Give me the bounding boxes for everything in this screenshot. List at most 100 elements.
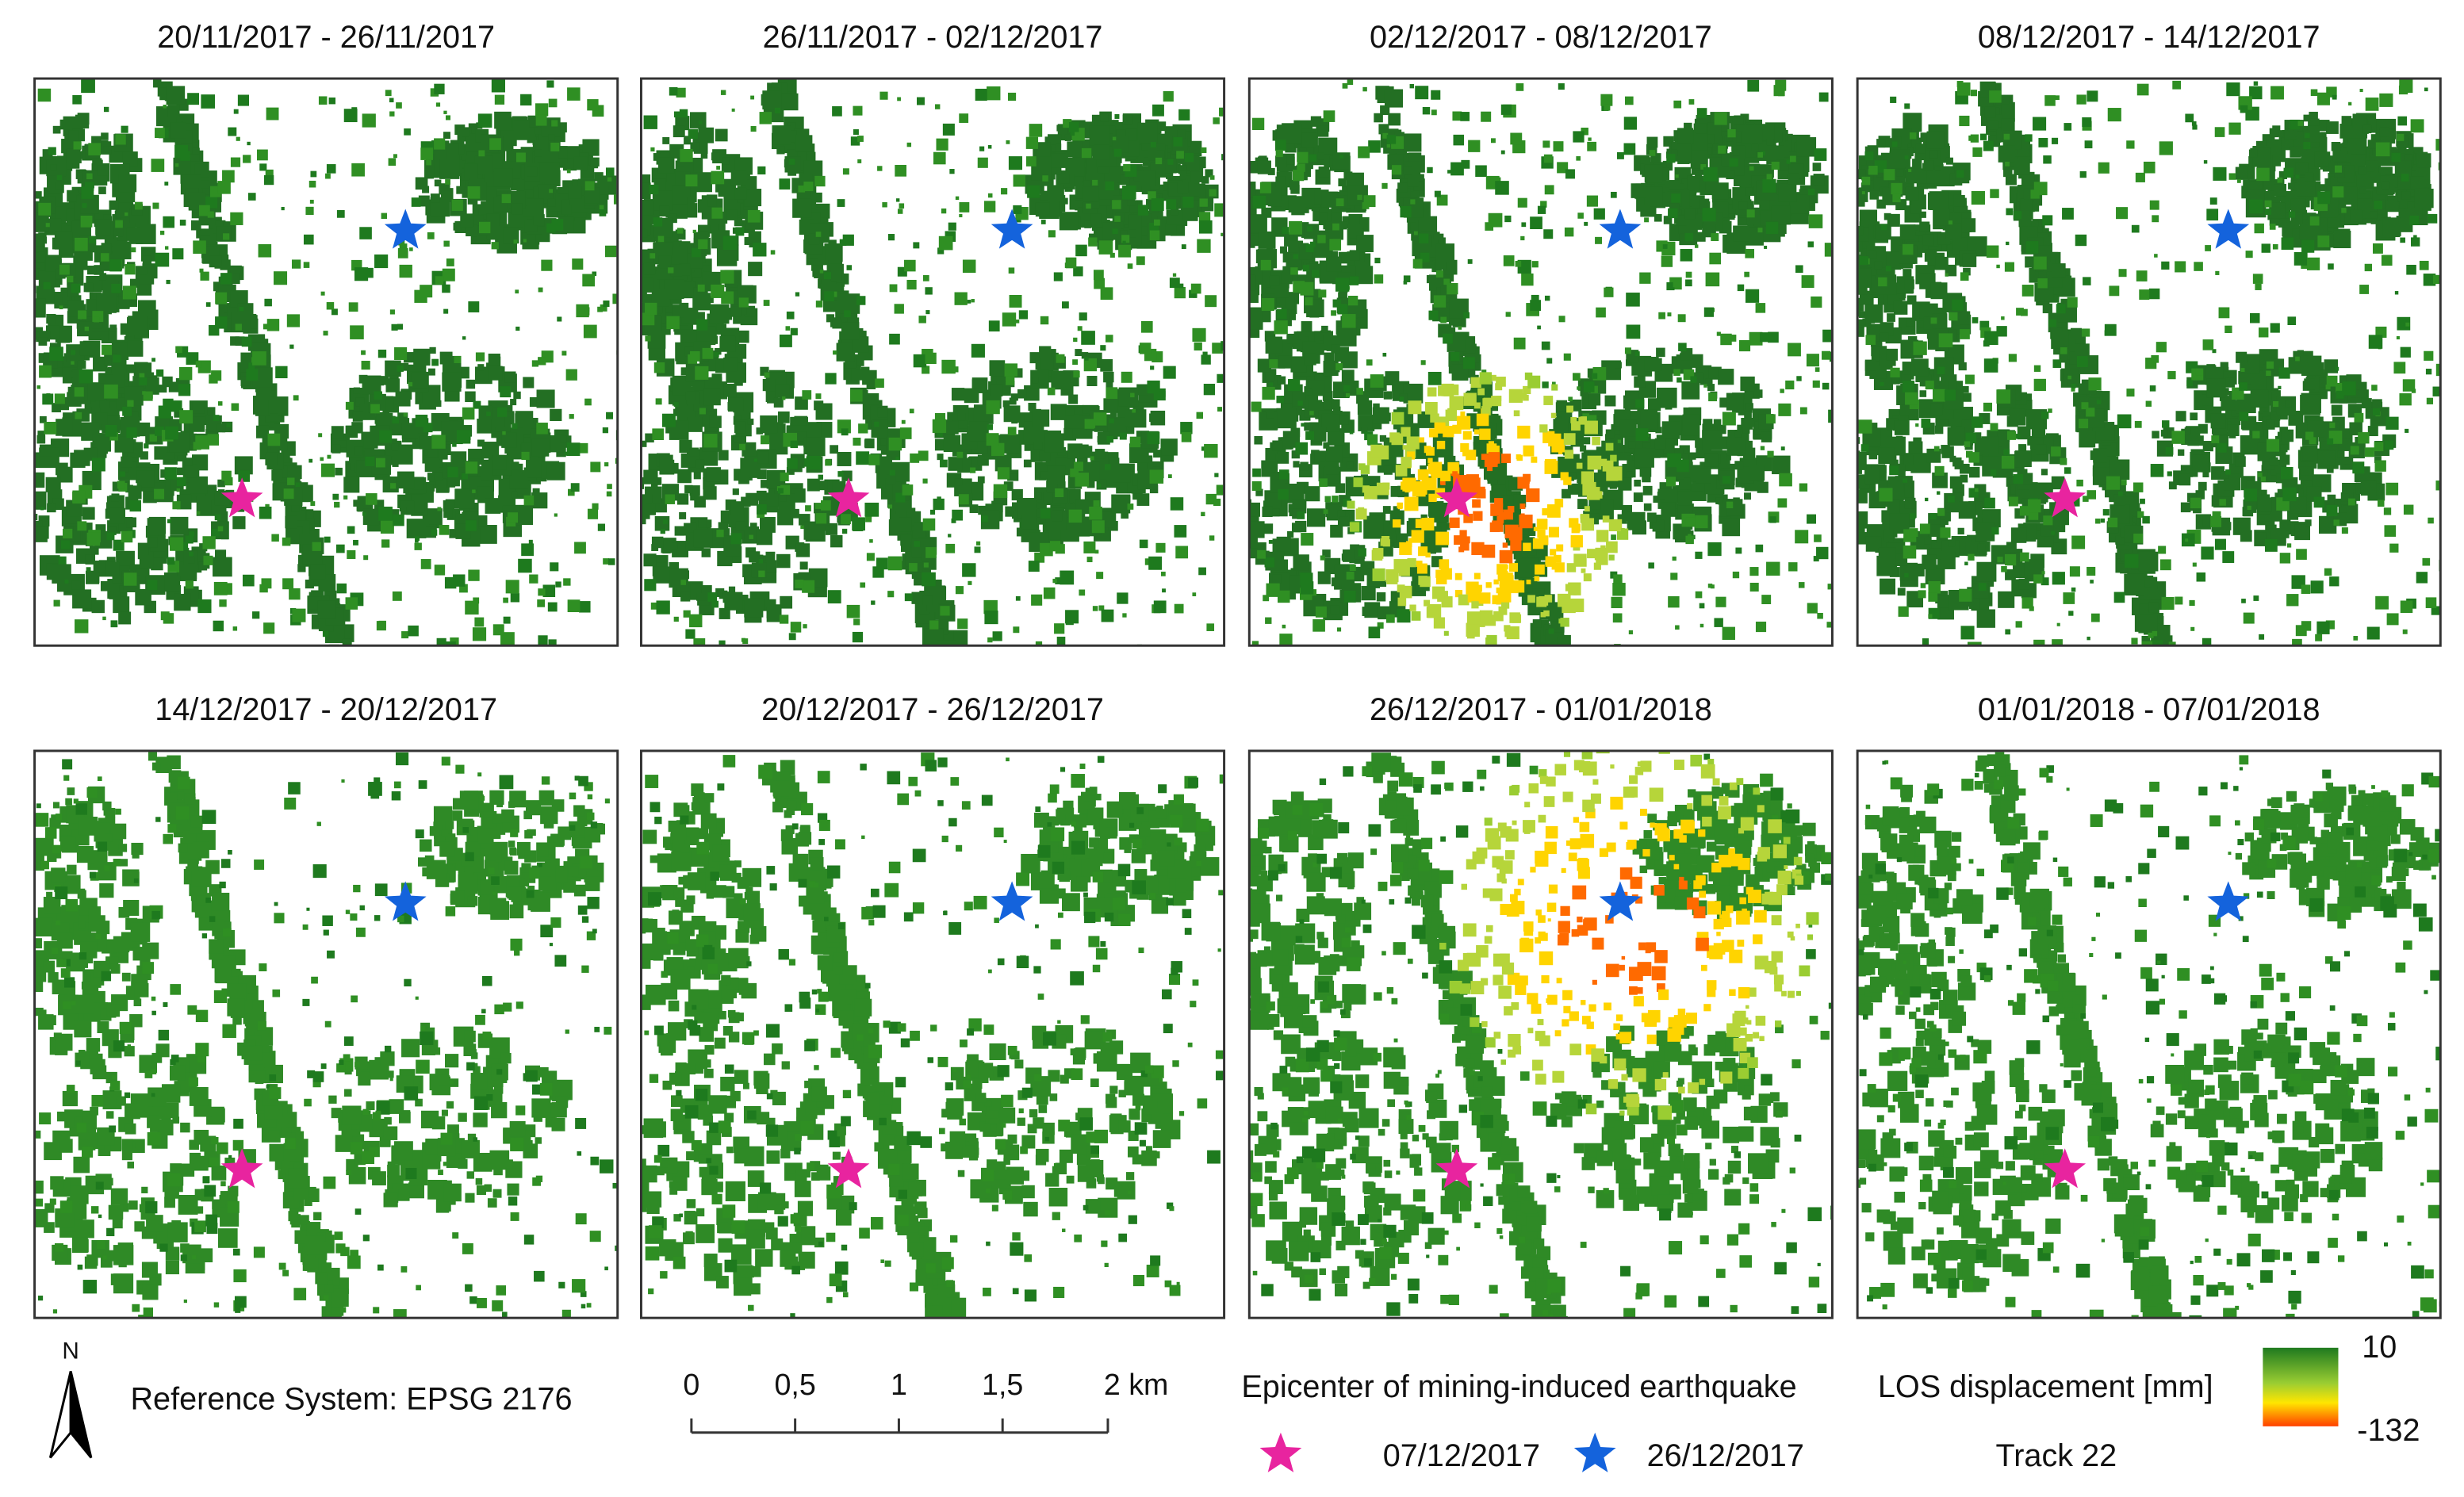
pixel (310, 170, 317, 178)
pixel (53, 599, 60, 607)
pixel (974, 546, 981, 553)
pixel (1302, 265, 1309, 272)
pixel (1065, 610, 1079, 624)
pixel (1148, 556, 1163, 570)
pixel (1149, 222, 1159, 232)
pixel (1006, 376, 1015, 385)
pixel (1049, 541, 1061, 552)
pixel (1008, 156, 1023, 170)
pixel (93, 561, 105, 572)
pixel (546, 223, 556, 233)
pixel (37, 431, 45, 438)
pixel (1137, 122, 1158, 144)
pixel (780, 595, 793, 609)
pixel (118, 174, 137, 193)
pixel (1081, 147, 1092, 159)
pixel (1163, 90, 1174, 102)
pixel (396, 102, 402, 109)
pixel (650, 602, 658, 610)
pixel (282, 537, 291, 546)
pixel (435, 276, 444, 285)
pixel (645, 335, 651, 342)
pixel (700, 151, 708, 159)
pixel (1312, 619, 1325, 632)
pixel (1644, 164, 1663, 183)
pixel (1776, 223, 1787, 235)
pixel (1747, 79, 1760, 92)
pixel (209, 255, 222, 267)
pixel (1744, 411, 1752, 419)
map-panel: 02/12/2017 - 08/12/2017 (1247, 20, 1834, 647)
pixel (1778, 403, 1791, 416)
pixel (438, 450, 448, 460)
pixel (335, 544, 345, 553)
pixel (109, 588, 121, 599)
pixel (1252, 468, 1261, 477)
pixel (777, 509, 794, 526)
pixel (34, 191, 42, 199)
pixel (954, 292, 968, 305)
pixel (105, 367, 113, 376)
pixel (217, 423, 226, 433)
pixel (370, 404, 380, 414)
pixel (297, 564, 306, 572)
pixel (693, 472, 701, 480)
pixel (167, 519, 172, 523)
pixel (887, 556, 902, 571)
panel-title: 20/11/2017 - 26/11/2017 (157, 20, 495, 55)
pixel (1633, 492, 1643, 502)
pixel (918, 603, 927, 611)
pixel (351, 163, 365, 177)
pixel (561, 350, 567, 356)
pixel (699, 408, 706, 415)
pixel (706, 467, 721, 482)
pixel (824, 291, 834, 302)
pixel (230, 336, 240, 346)
pixel (115, 134, 126, 145)
pixel (361, 350, 366, 355)
pixel (1378, 124, 1389, 135)
pixel (485, 498, 501, 514)
pixel (1338, 292, 1347, 302)
pixel (34, 331, 43, 340)
pixel (1368, 140, 1381, 153)
pixel (259, 506, 272, 519)
pixel (584, 187, 600, 204)
pixel (730, 533, 742, 545)
pixel (1497, 477, 1507, 486)
pixel (981, 515, 988, 523)
pixel (197, 599, 212, 614)
pixel (1813, 174, 1825, 186)
pixel (761, 480, 769, 488)
pixel (1829, 351, 1833, 362)
pixel (684, 484, 693, 494)
pixel (126, 427, 137, 438)
pixel (1685, 279, 1692, 287)
pixel (72, 490, 86, 504)
pixel (81, 78, 95, 94)
pixel (34, 327, 44, 335)
pixel (889, 284, 898, 293)
pixel (1032, 377, 1039, 384)
pixel (142, 255, 152, 265)
pixel (222, 170, 235, 183)
pixel (922, 518, 936, 531)
pixel (1757, 481, 1768, 493)
pixel (154, 446, 168, 460)
pixel (362, 113, 376, 128)
pixel (1094, 278, 1106, 289)
pixel (1122, 114, 1132, 124)
pixel (856, 451, 870, 465)
pixel (1417, 444, 1427, 454)
pixel (165, 246, 169, 250)
pixel (1626, 324, 1641, 339)
pixel (510, 399, 517, 406)
pixel (692, 229, 696, 234)
pixel (983, 599, 998, 614)
pixel (538, 588, 546, 596)
pixel (74, 387, 84, 397)
pixel (67, 190, 79, 202)
pixel (977, 157, 988, 168)
pixel (550, 562, 559, 572)
pixel (1262, 506, 1273, 518)
